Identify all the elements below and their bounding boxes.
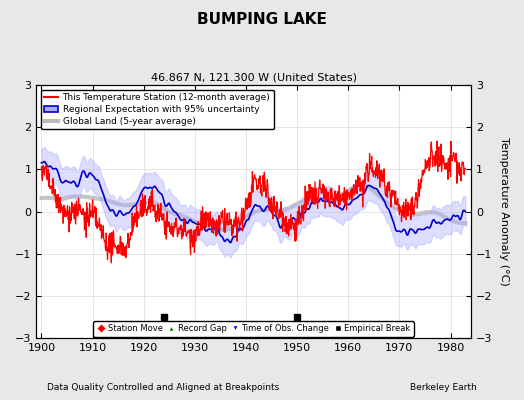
Text: BUMPING LAKE: BUMPING LAKE — [197, 12, 327, 27]
Text: Berkeley Earth: Berkeley Earth — [410, 383, 477, 392]
Legend: Station Move, Record Gap, Time of Obs. Change, Empirical Break: Station Move, Record Gap, Time of Obs. C… — [93, 321, 414, 336]
Title: 46.867 N, 121.300 W (United States): 46.867 N, 121.300 W (United States) — [151, 73, 357, 83]
Text: Data Quality Controlled and Aligned at Breakpoints: Data Quality Controlled and Aligned at B… — [47, 383, 279, 392]
Y-axis label: Temperature Anomaly (°C): Temperature Anomaly (°C) — [499, 137, 509, 286]
